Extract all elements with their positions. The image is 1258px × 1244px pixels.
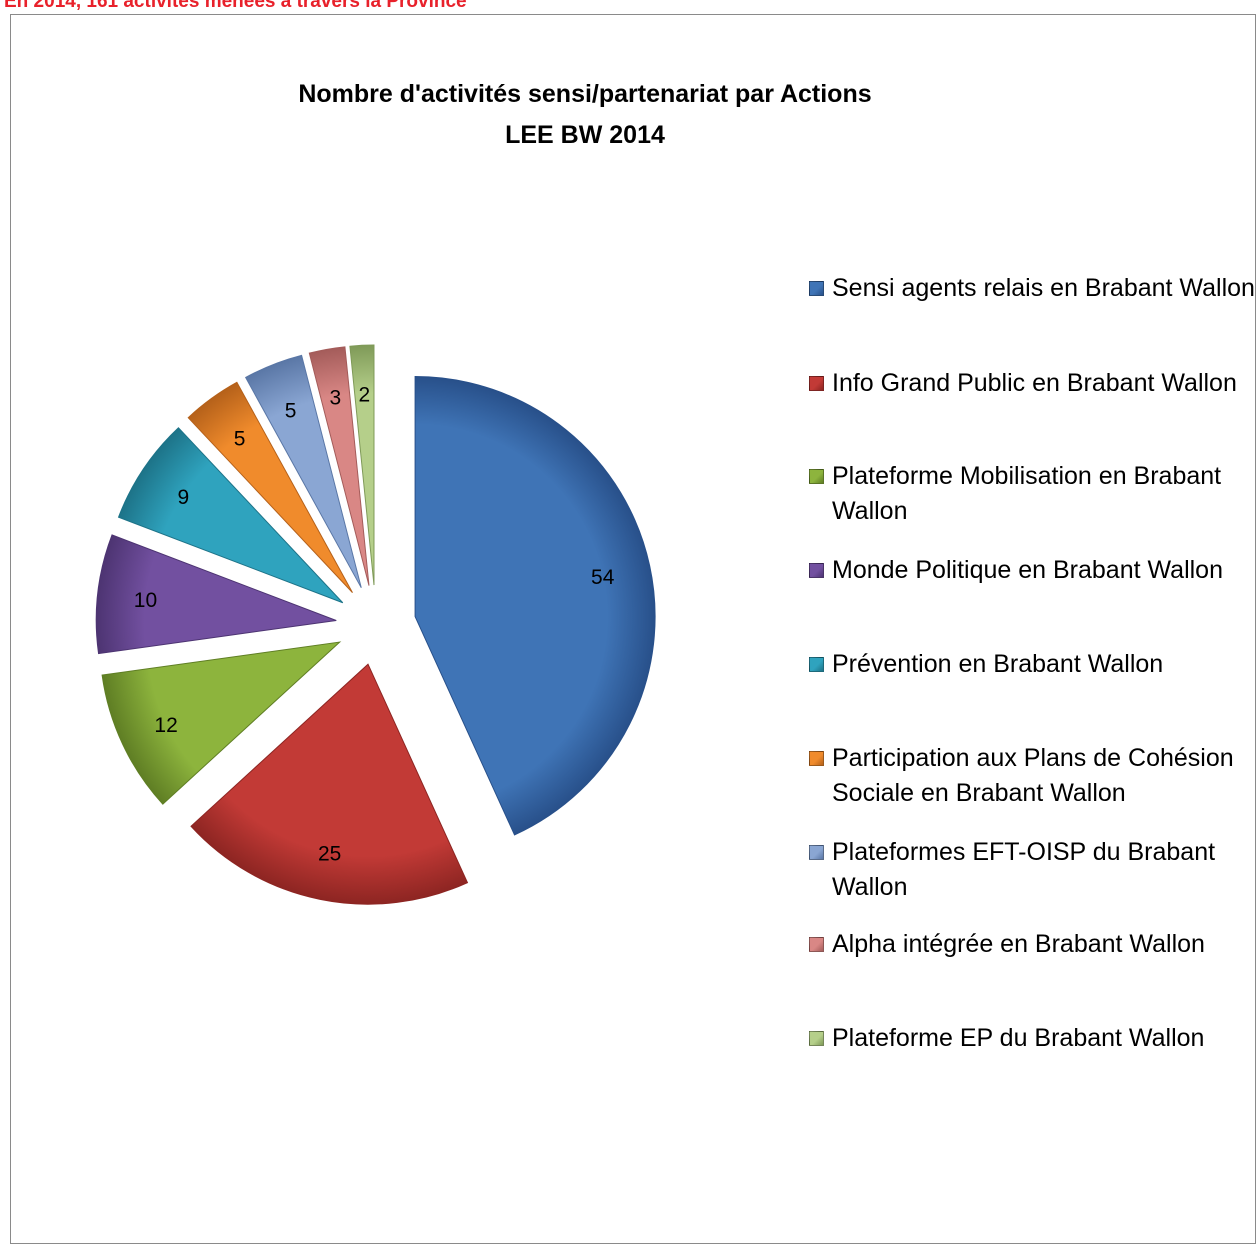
pie-slice xyxy=(101,641,342,805)
pie-slice xyxy=(187,381,353,593)
legend-swatch xyxy=(809,281,824,296)
slice-value-label: 25 xyxy=(318,842,341,865)
legend-label: Prévention en Brabant Wallon xyxy=(832,650,1164,678)
slice-value-label: 5 xyxy=(285,399,297,422)
legend-label: Monde Politique en Brabant Wallon xyxy=(832,556,1223,584)
legend-label: Participation aux Plans de Cohésion Soci… xyxy=(832,744,1234,807)
page-caption: En 2014, 161 activités menées à travers … xyxy=(4,0,467,12)
legend-swatch xyxy=(809,937,824,952)
legend-label: Plateforme Mobilisation en Brabant Wallo… xyxy=(832,462,1222,525)
legend-swatch xyxy=(809,657,824,672)
pie-slice xyxy=(244,354,362,589)
chart-subtitle: LEE BW 2014 xyxy=(505,121,665,149)
legend-swatch xyxy=(809,1031,824,1046)
slice-value-label: 2 xyxy=(358,383,370,406)
slice-value-label: 9 xyxy=(177,486,189,509)
legend-label: Plateforme EP du Brabant Wallon xyxy=(832,1024,1205,1052)
pie-slice xyxy=(308,346,370,586)
pie-slice xyxy=(414,376,656,836)
pie-chart: 54 25 12 10 9 5 5 3 2 xyxy=(95,344,656,905)
legend-swatch xyxy=(809,469,824,484)
pie-slice xyxy=(190,663,469,905)
slice-value-label: 12 xyxy=(154,714,177,737)
legend-swatch xyxy=(809,845,824,860)
slice-value-label: 3 xyxy=(330,387,342,410)
legend-label: Sensi agents relais en Brabant Wallon xyxy=(832,274,1255,302)
legend-swatch xyxy=(809,376,824,391)
chart-title: Nombre d'activités sensi/partenariat par… xyxy=(298,80,872,108)
pie-slice xyxy=(349,344,375,586)
slice-value-label: 10 xyxy=(134,589,157,612)
legend-swatch xyxy=(809,751,824,766)
legend-label: Info Grand Public en Brabant Wallon xyxy=(832,369,1237,397)
legend-swatch xyxy=(809,563,824,578)
pie-slice xyxy=(117,427,344,604)
chart-frame: Nombre d'activités sensi/partenariat par… xyxy=(10,14,1256,1244)
slice-value-label: 54 xyxy=(591,566,615,589)
slice-value-label: 5 xyxy=(234,427,246,450)
legend-label: Plateformes EFT-OISP du Brabant Wallon xyxy=(832,838,1216,901)
legend-label: Alpha intégrée en Brabant Wallon xyxy=(832,930,1205,958)
pie-slice xyxy=(95,534,337,655)
